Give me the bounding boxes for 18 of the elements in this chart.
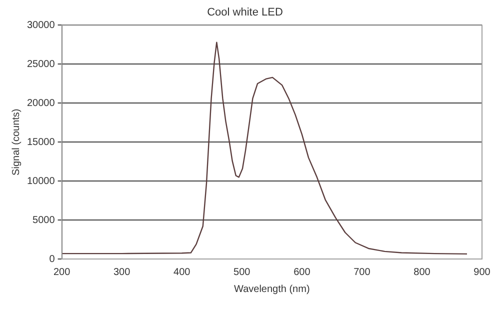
y-tick-label: 15000	[26, 136, 56, 148]
x-tick-label: 400	[174, 266, 191, 278]
y-tick-label: 20000	[26, 98, 56, 109]
y-tick-label: 5000	[32, 214, 56, 226]
y-axis-title: Signal (counts)	[10, 108, 22, 176]
x-axis-title: Wavelength (nm)	[234, 284, 310, 295]
x-tick-label: 700	[354, 266, 371, 278]
x-tick-label: 500	[234, 266, 251, 278]
y-tick-label: 10000	[26, 176, 56, 187]
y-tick-label: 30000	[26, 20, 56, 31]
chart-title: Cool white LED	[207, 6, 283, 19]
y-tick-label: 25000	[26, 58, 56, 70]
y-tick-label: 0	[49, 254, 56, 265]
x-tick-label: 600	[294, 266, 311, 278]
x-tick-label: 300	[113, 266, 131, 278]
x-tick-label: 200	[53, 266, 71, 278]
x-tick-label: 900	[474, 266, 491, 278]
x-tick-label: 800	[414, 266, 431, 278]
